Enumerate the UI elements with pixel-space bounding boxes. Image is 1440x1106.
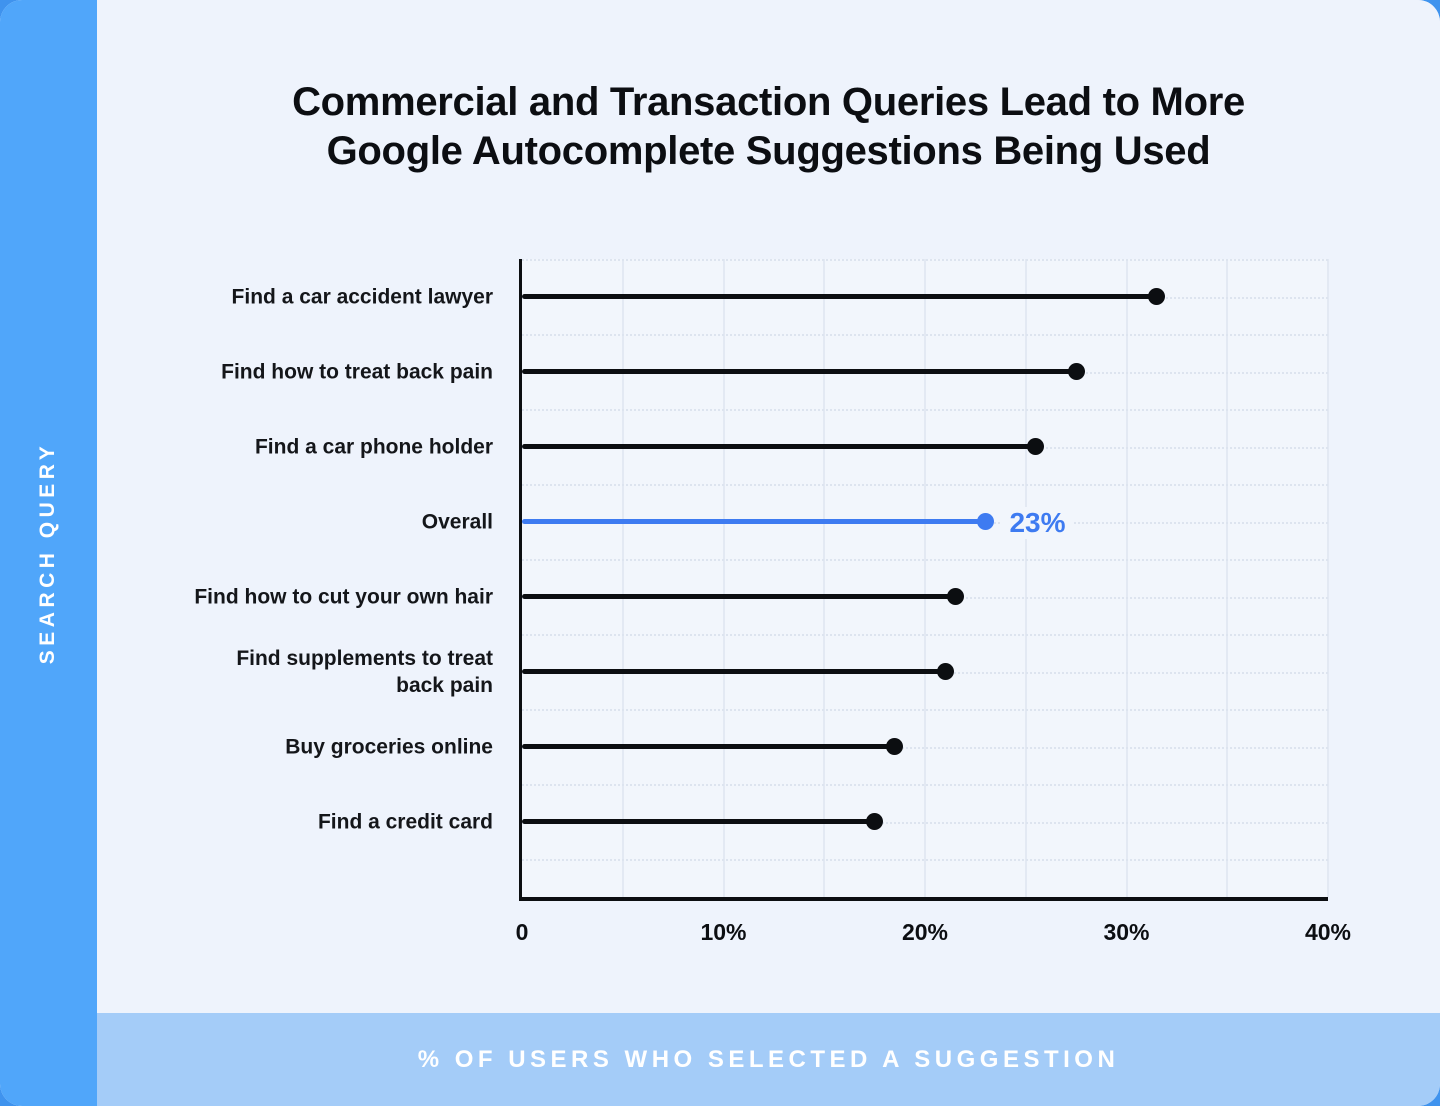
lollipop-dot <box>1148 288 1166 305</box>
lollipop-dot <box>886 738 904 755</box>
x-tick-label: 30% <box>1103 919 1150 945</box>
gridline-horizontal <box>522 709 1328 711</box>
gridline-vertical <box>823 259 826 897</box>
gridline-horizontal <box>522 259 1328 261</box>
gridline-vertical <box>924 259 926 897</box>
lollipop-dot <box>936 663 954 680</box>
gridline-horizontal <box>522 334 1328 336</box>
x-tick-label: 40% <box>1304 919 1352 945</box>
gridline-horizontal <box>522 746 1328 749</box>
x-tick-label: 0 <box>515 919 529 945</box>
lollipop-dot <box>946 588 964 605</box>
gridline-horizontal <box>522 859 1328 861</box>
lollipop-stem <box>522 294 1157 299</box>
gridline-horizontal <box>522 559 1328 561</box>
category-label: Find how to cut your own hair <box>194 585 493 608</box>
highlight-value-label: 23% <box>1001 506 1074 539</box>
gridline-horizontal <box>522 821 1328 824</box>
lollipop-dot <box>1067 363 1085 380</box>
gridline-vertical <box>1024 259 1027 897</box>
lollipop-stem <box>522 519 986 524</box>
x-axis-title-band: % OF USERS WHO SELECTED A SUGGESTION <box>97 1013 1440 1106</box>
category-label: Find a car accident lawyer <box>231 285 493 308</box>
category-label: Find a credit card <box>317 810 493 833</box>
gridline-horizontal <box>522 784 1328 786</box>
category-label: Find supplements to treat back pain <box>236 646 493 697</box>
lollipop-stem <box>522 819 875 824</box>
category-label: Find a car phone holder <box>254 435 493 458</box>
chart-title-line2: Google Autocomplete Suggestions Being Us… <box>326 129 1211 173</box>
gridline-vertical <box>722 259 725 897</box>
gridline-horizontal <box>522 634 1328 636</box>
y-axis-title: SEARCH QUERY <box>36 441 60 665</box>
gridline-horizontal <box>522 484 1328 486</box>
plot-area: Find a car accident lawyer Find how to tr… <box>194 259 1351 945</box>
gridline-vertical <box>1125 259 1128 897</box>
gridline-horizontal <box>522 409 1328 411</box>
x-tick-label: 10% <box>700 919 747 945</box>
x-tick-label: 20% <box>901 919 949 945</box>
gridline-vertical <box>1327 259 1329 897</box>
category-label: Buy groceries online <box>285 735 493 758</box>
lollipop-dot <box>1027 438 1045 455</box>
y-axis-title-rail: SEARCH QUERY <box>0 0 97 1106</box>
chart-title: Commercial and Transaction Queries Lead … <box>97 78 1440 176</box>
category-label: Overall <box>421 510 493 533</box>
category-label: Find how to treat back pain <box>221 360 493 383</box>
lollipop-dot <box>866 813 884 830</box>
lollipop-stem <box>522 744 895 749</box>
x-axis-title: % OF USERS WHO SELECTED A SUGGESTION <box>417 1045 1120 1073</box>
lollipop-stem <box>522 669 946 674</box>
lollipop-stem <box>522 369 1077 374</box>
lollipop-stem <box>522 444 1036 449</box>
lollipop-stem <box>522 594 956 599</box>
chart-title-line1: Commercial and Transaction Queries Lead … <box>292 80 1245 124</box>
gridline-vertical <box>621 259 624 897</box>
lollipop-dot <box>976 513 994 530</box>
gridline-vertical <box>1226 259 1229 897</box>
